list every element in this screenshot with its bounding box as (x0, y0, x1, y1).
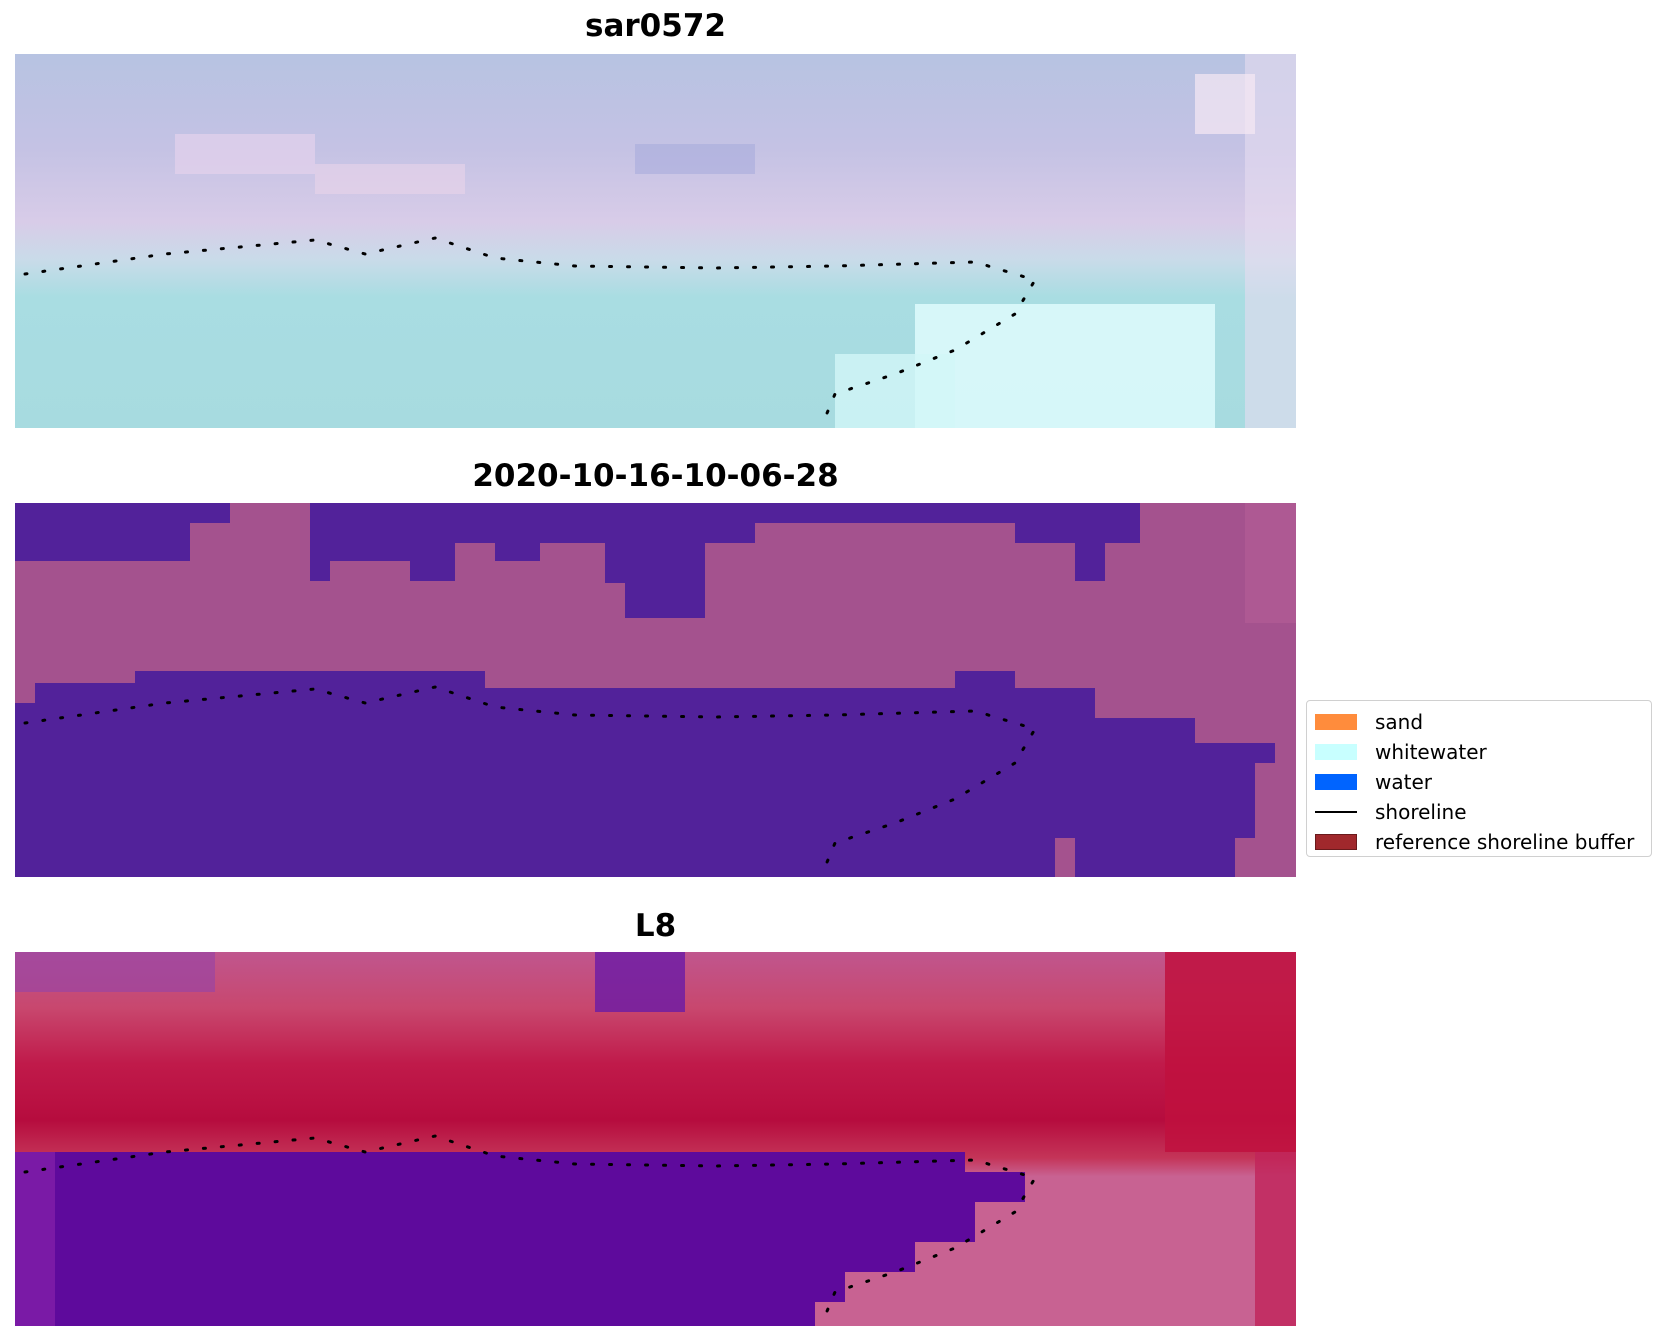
legend-label: water (1375, 770, 1432, 794)
panel-title-sar: sar0572 (585, 8, 726, 44)
whitewater-swatch (1315, 744, 1357, 760)
shoreline-dots (23, 236, 1038, 420)
legend-item-sand: sand (1315, 707, 1643, 737)
reference-buffer-swatch (1315, 834, 1357, 850)
classified-image (15, 503, 1296, 877)
sand-swatch (1315, 714, 1357, 730)
legend-label: whitewater (1375, 740, 1487, 764)
legend-item-reference-buffer: reference shoreline buffer (1315, 827, 1643, 857)
legend-label: sand (1375, 710, 1424, 734)
shoreline-swatch (1315, 811, 1357, 813)
legend-item-whitewater: whitewater (1315, 737, 1643, 767)
legend: sand whitewater water shoreline referenc… (1306, 700, 1652, 857)
rgb-image (15, 54, 1296, 428)
legend-label: reference shoreline buffer (1375, 830, 1635, 854)
panel-title-l8: L8 (634, 908, 677, 944)
index-image (15, 952, 1296, 1326)
legend-item-water: water (1315, 767, 1643, 797)
legend-label: shoreline (1375, 800, 1467, 824)
water-swatch (1315, 774, 1357, 790)
panel-title-date: 2020-10-16-10-06-28 (472, 458, 839, 494)
legend-item-shoreline: shoreline (1315, 797, 1643, 827)
